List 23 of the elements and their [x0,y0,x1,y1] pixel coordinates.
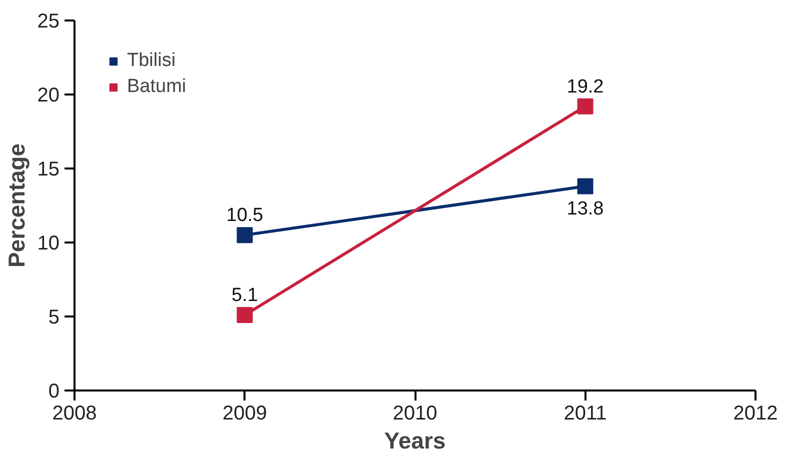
data-label: 19.2 [566,76,604,98]
data-label: 13.8 [566,198,604,220]
point [236,227,253,244]
x-tick-label: 2012 [733,402,778,424]
data-label: 5.1 [232,285,258,306]
legend-label: Batumi [127,76,186,98]
y-tick-label: 15 [37,158,60,180]
legend-label: Tbilisi [127,50,176,72]
y-tick-label: 25 [37,10,60,32]
y-tick-label: 10 [37,232,60,254]
y-tick-label: 20 [37,84,60,106]
data-label: 10.5 [226,205,264,226]
x-tick-label: 2011 [564,402,607,424]
y-tick-label: 0 [48,380,60,402]
point [236,307,253,324]
point [577,178,594,194]
y-axis-title: Percentage [3,143,30,268]
x-tick-label: 2010 [392,402,438,424]
x-tick-label: 2009 [222,402,268,424]
x-tick-label: 2008 [52,402,97,424]
x-axis-title: Years [384,428,446,454]
point [577,98,594,114]
y-tick-label: 5 [48,306,60,328]
